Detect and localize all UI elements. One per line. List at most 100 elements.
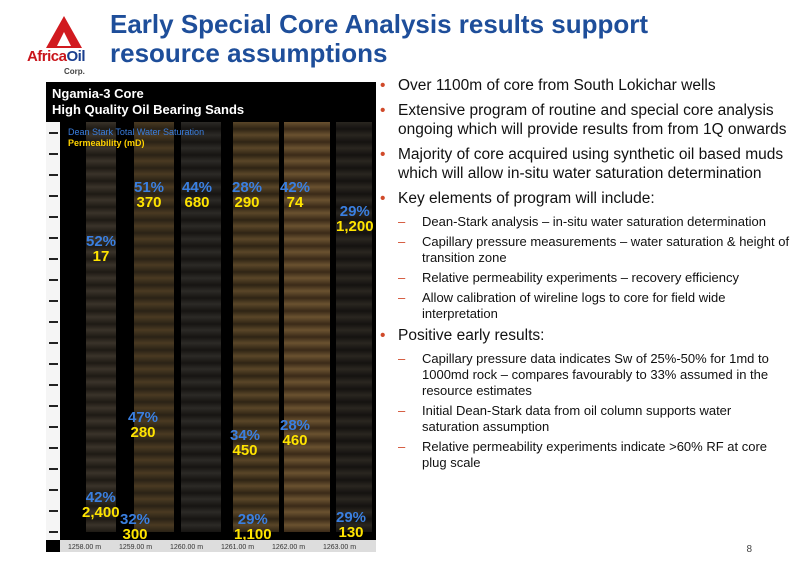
permeability-value: 74	[286, 194, 304, 211]
legend-water-saturation: Dean Stark Total Water Saturation	[68, 127, 205, 137]
permeability-value: 370	[136, 194, 162, 211]
water-saturation-value: 52%	[86, 233, 117, 250]
water-saturation-value: 29%	[237, 511, 268, 528]
scale-tick	[49, 195, 58, 197]
bullet-icon: •	[380, 146, 386, 163]
scale-tick	[49, 342, 58, 344]
water-saturation-value: 34%	[230, 427, 261, 444]
scale-tick	[49, 174, 58, 176]
scale-tick	[49, 153, 58, 155]
permeability-value: 290	[234, 194, 260, 211]
slide-title: Early Special Core Analysis results supp…	[110, 9, 649, 68]
permeability-value: 450	[232, 442, 258, 459]
water-saturation-value: 28%	[280, 417, 311, 434]
sub-bullet-item: – Relative permeability experiments – rec…	[398, 270, 739, 285]
scale-tick	[49, 405, 58, 407]
scale-tick	[49, 363, 58, 365]
core-measurement-label: 51% 370	[134, 180, 164, 210]
bullet-icon: •	[380, 190, 386, 207]
core-strip	[86, 122, 116, 532]
scale-tick	[49, 321, 58, 323]
core-measurement-label: 28% 460	[280, 418, 310, 448]
core-measurement-label: 52% 17	[86, 234, 116, 264]
sub-bullet-item: – Capillary pressure data indicates Sw of…	[398, 351, 769, 398]
photo-legend: Dean Stark Total Water Saturation Permea…	[68, 127, 204, 149]
permeability-value: 300	[122, 526, 148, 543]
water-saturation-value: 28%	[232, 179, 263, 196]
core-measurement-label: 44% 680	[182, 180, 212, 210]
permeability-value: 2,400	[82, 504, 120, 521]
scale-tick	[49, 258, 58, 260]
water-saturation-value: 29%	[336, 509, 367, 526]
depth-scale	[46, 122, 60, 540]
bullet-list: • Over 1100m of core from South Lokichar …	[380, 76, 790, 475]
dash-icon: –	[398, 234, 406, 249]
bullet-item: • Key elements of program will include:	[380, 190, 655, 207]
bullet-item: • Majority of core acquired using synthet…	[380, 146, 784, 182]
core-strip	[336, 122, 372, 532]
permeability-value: 1,200	[336, 218, 374, 235]
legend-permeability: Permeability (mD)	[68, 138, 145, 148]
depth-label: 1262.00 m	[272, 544, 306, 551]
scale-tick	[49, 237, 58, 239]
dash-icon: –	[398, 214, 406, 229]
dash-icon: –	[398, 270, 406, 285]
page-number: 8	[746, 544, 752, 555]
bullet-item: • Positive early results:	[380, 327, 545, 344]
depth-label: 1259.00 m	[119, 544, 153, 551]
scale-tick	[49, 426, 58, 428]
bullet-item: • Extensive program of routine and specia…	[380, 102, 787, 138]
scale-tick	[49, 279, 58, 281]
core-measurement-label: 42% 2,400	[82, 490, 120, 520]
permeability-value: 1,100	[234, 526, 272, 543]
scale-tick	[49, 468, 58, 470]
permeability-value: 17	[92, 248, 110, 265]
scale-tick	[49, 510, 58, 512]
dash-icon: –	[398, 351, 406, 366]
scale-tick	[49, 216, 58, 218]
sub-bullet-item: – Dean-Stark analysis – in-situ water sat…	[398, 214, 766, 229]
core-strip	[233, 122, 279, 532]
sub-bullet-item: – Relative permeability experiments indic…	[398, 439, 768, 470]
scale-tick	[49, 447, 58, 449]
photo-title: Ngamia-3 Core High Quality Oil Bearing S…	[52, 86, 245, 117]
dash-icon: –	[398, 403, 406, 418]
depth-label: 1261.00 m	[221, 544, 255, 551]
dash-icon: –	[398, 290, 406, 305]
core-strip	[181, 122, 221, 532]
permeability-value: 460	[282, 432, 308, 449]
permeability-value: 130	[338, 524, 364, 541]
depth-footer: 1258.00 m 1259.00 m 1260.00 m 1261.00 m 1262…	[60, 540, 376, 552]
sub-bullet-item: – Allow calibration of wireline logs to c…	[398, 290, 726, 321]
water-saturation-value: 51%	[134, 179, 165, 196]
water-saturation-value: 32%	[120, 511, 151, 528]
water-saturation-value: 44%	[182, 179, 213, 196]
bullet-icon: •	[380, 102, 386, 119]
scale-tick	[49, 132, 58, 134]
core-measurement-label: 29% 1,100	[234, 512, 272, 542]
scale-tick	[49, 489, 58, 491]
core-photo: Ngamia-3 Core High Quality Oil Bearing S…	[46, 82, 376, 552]
logo-corp: Corp.	[64, 67, 85, 76]
water-saturation-value: 47%	[128, 409, 159, 426]
core-measurement-label: 29% 1,200	[336, 204, 374, 234]
bullet-icon: •	[380, 77, 386, 94]
core-measurement-label: 34% 450	[230, 428, 260, 458]
sub-bullet-item: – Initial Dean-Stark data from oil column…	[398, 403, 732, 434]
permeability-value: 280	[130, 424, 156, 441]
core-measurement-label: 28% 290	[232, 180, 262, 210]
scale-tick	[49, 300, 58, 302]
depth-label: 1258.00 m	[68, 544, 102, 551]
depth-label: 1263.00 m	[323, 544, 357, 551]
scale-tick	[49, 384, 58, 386]
core-measurement-label: 29% 130	[336, 510, 366, 540]
core-strip	[284, 122, 330, 532]
water-saturation-value: 29%	[339, 203, 370, 220]
depth-label: 1260.00 m	[170, 544, 204, 551]
core-strip	[134, 122, 174, 532]
water-saturation-value: 42%	[85, 489, 116, 506]
core-measurement-label: 32% 300	[120, 512, 150, 542]
scale-tick	[49, 531, 58, 533]
bullet-item: • Over 1100m of core from South Lokichar …	[380, 77, 716, 94]
logo-text: AfricaOil	[26, 48, 86, 65]
